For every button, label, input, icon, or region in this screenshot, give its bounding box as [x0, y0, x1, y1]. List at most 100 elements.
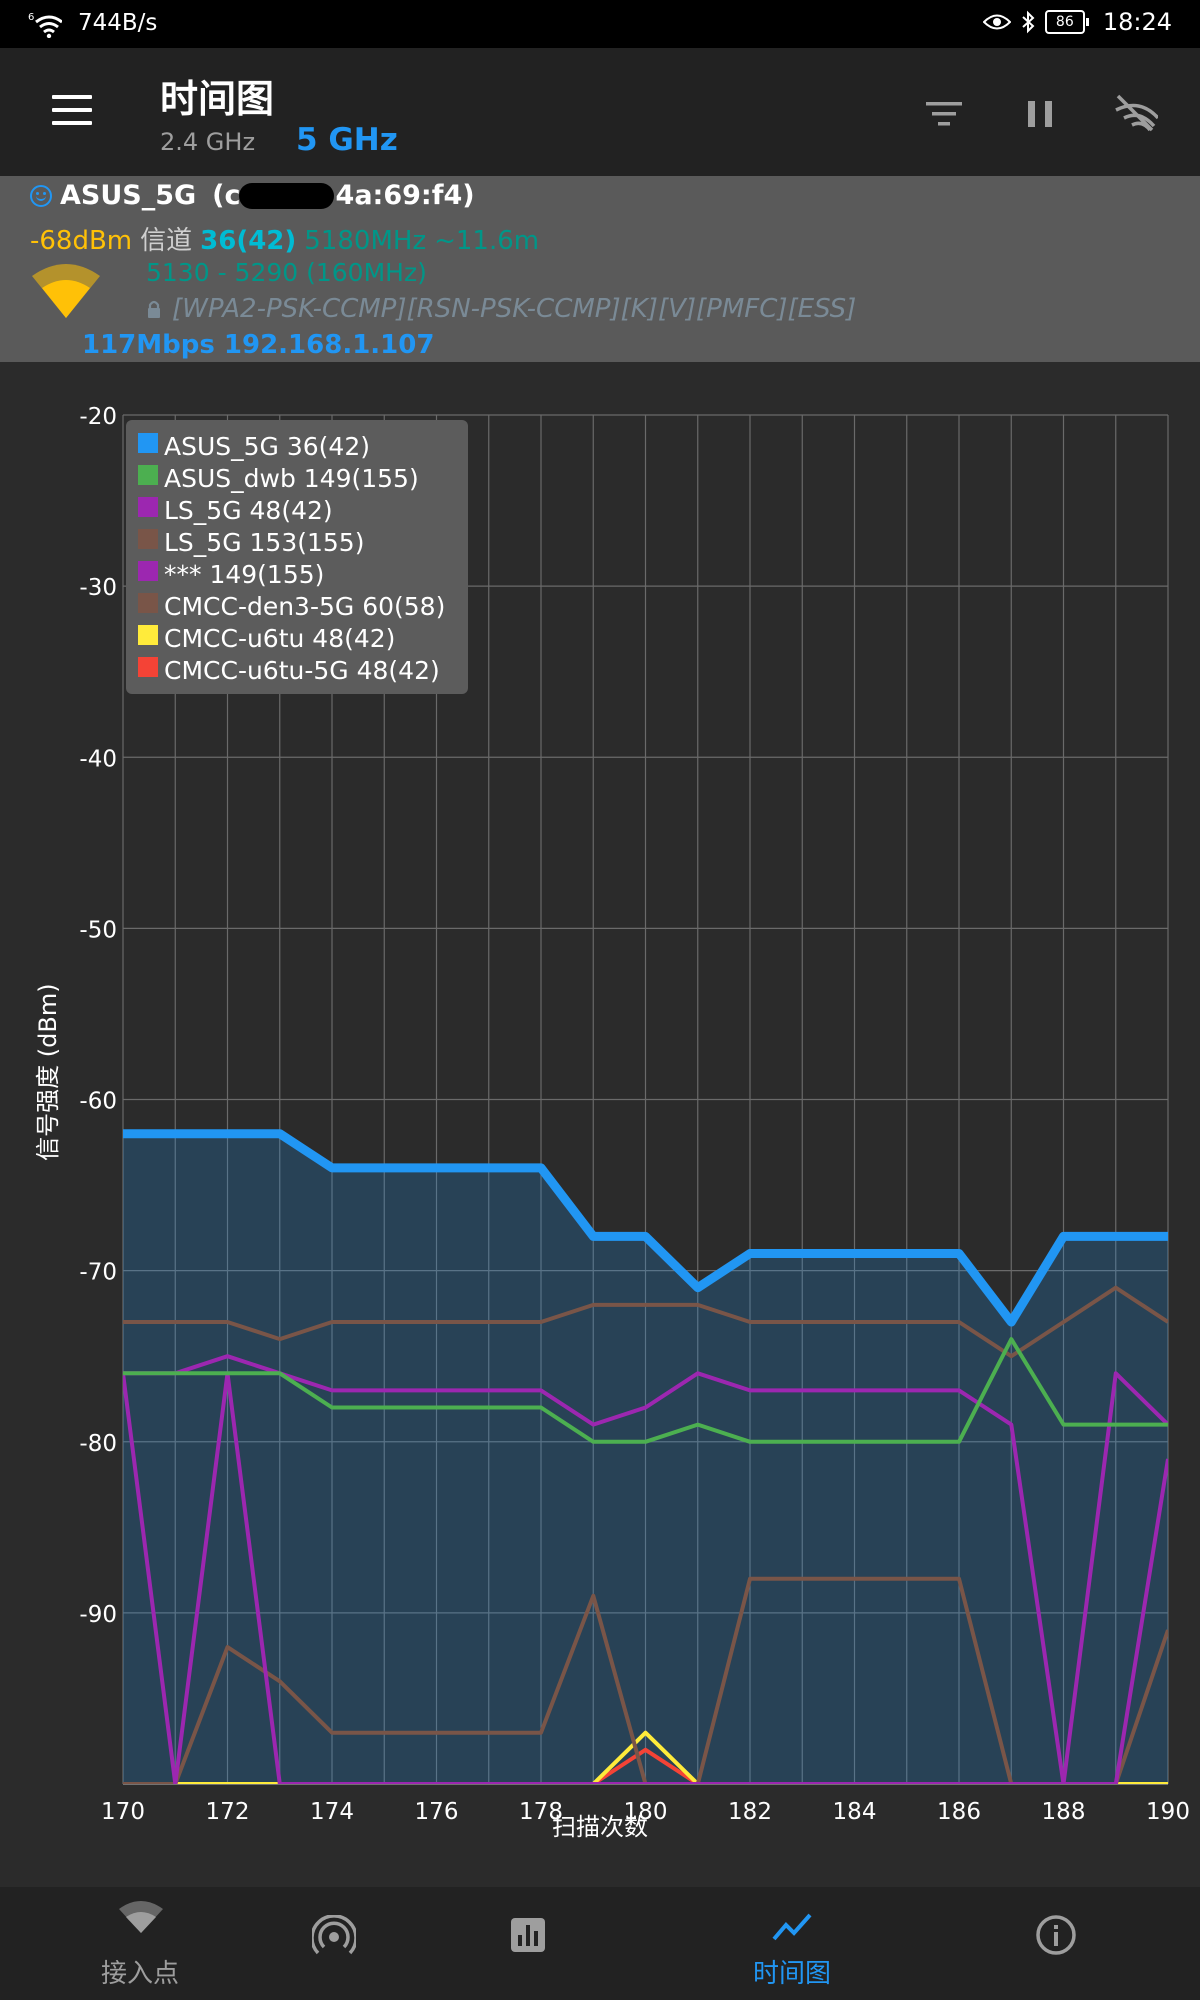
wifi-status-icon: 6 — [28, 12, 62, 38]
x-tick-label: 176 — [415, 1799, 459, 1825]
band-2-4ghz-tab[interactable]: 2.4 GHz — [160, 128, 256, 156]
y-tick-label: -50 — [79, 917, 117, 943]
legend-label: *** 149(155) — [164, 559, 325, 589]
pause-icon[interactable] — [1018, 92, 1062, 136]
connected-rssi: -68dBm — [30, 226, 133, 256]
y-tick-label: -70 — [79, 1260, 117, 1286]
nav-time-graph[interactable]: 时间图 — [692, 1887, 892, 2000]
legend-label: ASUS_5G 36(42) — [164, 431, 370, 461]
legend-swatch — [138, 465, 158, 485]
battery-icon: 86 — [1044, 10, 1089, 34]
legend-item: *** 149(155) — [138, 558, 468, 590]
menu-icon[interactable] — [52, 95, 92, 125]
legend-item: ASUS_5G 36(42) — [138, 430, 468, 462]
legend-swatch — [138, 593, 158, 613]
legend-item: LS_5G 48(42) — [138, 494, 468, 526]
nav-access-points[interactable]: 接入点 — [40, 1887, 240, 2000]
series-line-cmcc-den3-5g-60-58 — [123, 1576, 1168, 1784]
connected-smile-icon — [30, 184, 52, 207]
series-line-asus-dwb-149-155 — [123, 1337, 1168, 1444]
y-tick-label: -60 — [79, 1089, 117, 1115]
page-title: 时间图 — [160, 77, 275, 121]
legend-label: LS_5G 153(155) — [164, 527, 365, 557]
x-tick-label: 180 — [624, 1799, 668, 1825]
mac-suffix: 4a:69:f4) — [335, 180, 475, 211]
series-line-cmcc-u6tu-48-42 — [123, 1730, 1168, 1784]
x-tick-label: 190 — [1146, 1799, 1190, 1825]
filter-icon[interactable] — [922, 92, 966, 136]
connected-frequency: 5180MHz — [304, 226, 427, 256]
app-toolbar: 时间图 2.4 GHz 5 GHz — [0, 48, 1200, 176]
nav-channel-rating[interactable] — [234, 1887, 434, 2000]
mac-prefix: (c — [212, 180, 241, 211]
band-5ghz-tab[interactable]: 5 GHz — [296, 122, 398, 158]
mac-redaction — [238, 182, 334, 209]
channel-rating-icon — [312, 1915, 356, 1955]
nav-channel-graph[interactable] — [426, 1887, 626, 2000]
y-tick-label: -20 — [79, 404, 117, 430]
wifi-off-icon[interactable] — [1114, 92, 1158, 136]
legend-item: CMCC-u6tu 48(42) — [138, 622, 468, 654]
wifi-icon — [119, 1901, 163, 1933]
x-tick-label: 188 — [1042, 1799, 1086, 1825]
bar-chart-icon — [511, 1918, 545, 1952]
network-speed: 744B/s — [78, 10, 158, 36]
series-group — [123, 1129, 1168, 1784]
x-tick-label: 186 — [937, 1799, 981, 1825]
series-line-ls-5g-48-42 — [123, 1354, 1168, 1784]
series-line-cmcc-u6tu-5g-48-42 — [123, 1747, 1168, 1784]
connected-network-panel[interactable]: ASUS_5G (c 4a:69:f4) -68dBm 信道 36(42) 518… — [0, 176, 1200, 362]
x-tick-label: 170 — [101, 1799, 145, 1825]
info-icon — [1036, 1915, 1076, 1955]
x-tick-label: 174 — [310, 1799, 354, 1825]
series-line-asus-5g-36-42 — [123, 1129, 1168, 1327]
legend-swatch — [138, 433, 158, 453]
battery-level: 86 — [1055, 14, 1074, 30]
legend-label: CMCC-u6tu-5G 48(42) — [164, 655, 440, 685]
frequency-range: 5130 - 5290 (160MHz) — [146, 258, 427, 287]
legend-swatch — [138, 561, 158, 581]
channel-label: 信道 — [140, 226, 193, 256]
legend-swatch — [138, 625, 158, 645]
y-tick-label: -90 — [79, 1602, 117, 1628]
legend-item: LS_5G 153(155) — [138, 526, 468, 558]
clock: 18:24 — [1102, 8, 1172, 36]
y-tick-label: -30 — [79, 575, 117, 601]
time-graph-chart: -20 -30 -40 -50 -60 -70 -80 -90 170 172 174 176 178 1… — [34, 404, 1190, 1841]
y-axis-title: 信号强度 (dBm) — [34, 983, 62, 1160]
legend-label: CMCC-den3-5G 60(58) — [164, 591, 446, 621]
connected-ssid: ASUS_5G — [60, 180, 197, 211]
nav-about[interactable] — [956, 1887, 1156, 2000]
y-tick-label: -80 — [79, 1431, 117, 1457]
wifi-badge: 6 — [28, 12, 34, 23]
legend-label: CMCC-u6tu 48(42) — [164, 623, 396, 653]
signal-strength-icon — [32, 264, 100, 318]
chart-legend: ASUS_5G 36(42) ASUS_dwb 149(155) LS_5G 48(… — [126, 420, 468, 694]
legend-swatch — [138, 529, 158, 549]
series-line-149-155 — [123, 1371, 1168, 1784]
x-axis-title: 扫描次数 — [552, 1813, 648, 1841]
eye-icon — [982, 14, 1011, 30]
time-graph-icon — [772, 1913, 812, 1941]
lock-icon — [148, 300, 160, 318]
link-info: 117Mbps 192.168.1.107 — [82, 330, 435, 360]
x-tick-label: 172 — [206, 1799, 250, 1825]
nav-label-time-graph: 时间图 — [752, 1959, 831, 1989]
connected-channel: 36(42) — [200, 226, 297, 256]
status-bar: 6 744B/s 86 18:24 — [0, 0, 1200, 48]
connected-distance: ~11.6m — [434, 226, 540, 256]
legend-label: LS_5G 48(42) — [164, 495, 333, 525]
legend-item: CMCC-den3-5G 60(58) — [138, 590, 468, 622]
x-tick-label: 182 — [728, 1799, 772, 1825]
bluetooth-icon — [1022, 10, 1035, 34]
legend-item: CMCC-u6tu-5G 48(42) — [138, 654, 468, 686]
legend-swatch — [138, 497, 158, 517]
legend-swatch — [138, 657, 158, 677]
x-tick-label: 178 — [519, 1799, 563, 1825]
legend-label: ASUS_dwb 149(155) — [164, 463, 419, 493]
legend-item: ASUS_dwb 149(155) — [138, 462, 468, 494]
bottom-navigation: 接入点 时间图 — [0, 1887, 1200, 2000]
x-tick-label: 184 — [833, 1799, 877, 1825]
series-line-ls-5g-153-155 — [123, 1285, 1168, 1359]
security-capabilities: [WPA2-PSK-CCMP][RSN-PSK-CCMP][K][V][PMFC… — [172, 294, 857, 324]
